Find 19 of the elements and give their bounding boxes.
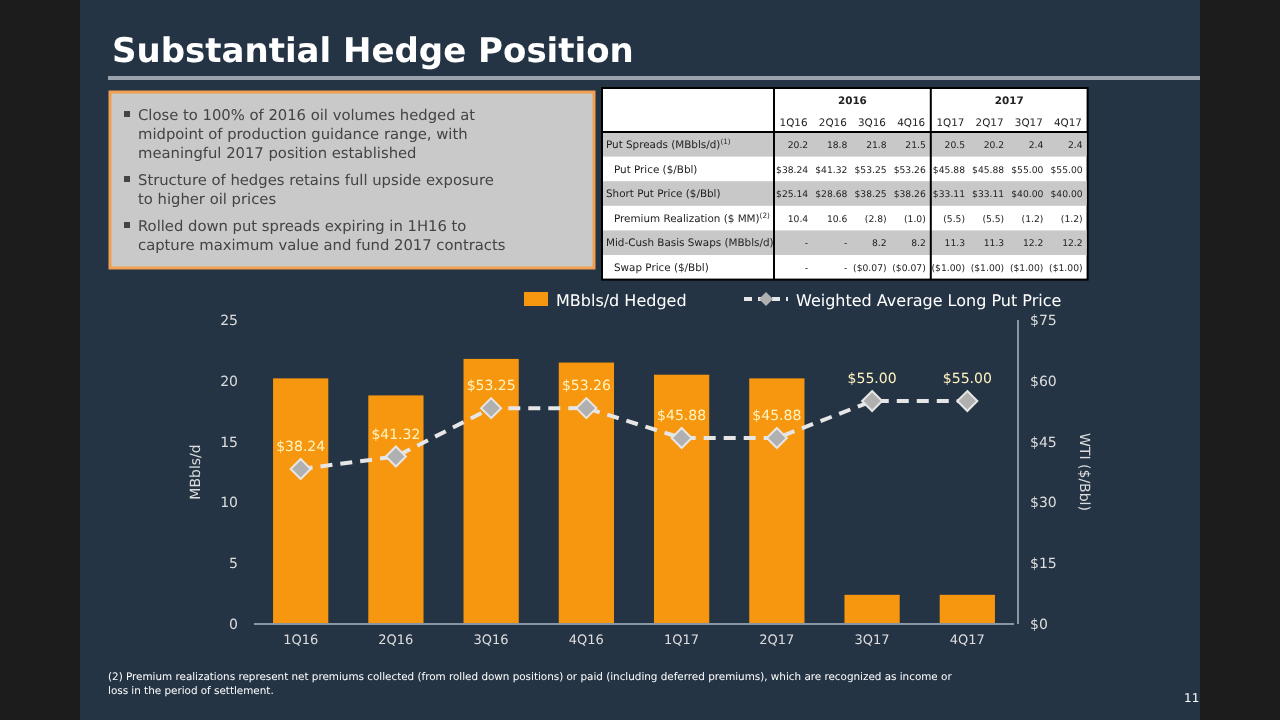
bar	[749, 378, 805, 624]
legend-label: Weighted Average Long Put Price	[796, 292, 1062, 310]
point	[956, 390, 979, 413]
point	[575, 397, 598, 420]
point	[384, 445, 407, 468]
point	[670, 427, 693, 450]
bar	[368, 395, 424, 624]
bar	[844, 594, 900, 624]
bar	[558, 362, 614, 624]
point	[861, 390, 884, 413]
legend-label: MBbls/d Hedged	[556, 292, 687, 310]
point	[289, 458, 312, 480]
bar	[939, 594, 995, 624]
text: Substantial Hedge Position	[112, 32, 634, 72]
bar	[654, 374, 710, 624]
bar	[273, 378, 329, 624]
point	[765, 427, 788, 450]
point	[480, 397, 503, 420]
bar	[463, 358, 519, 624]
